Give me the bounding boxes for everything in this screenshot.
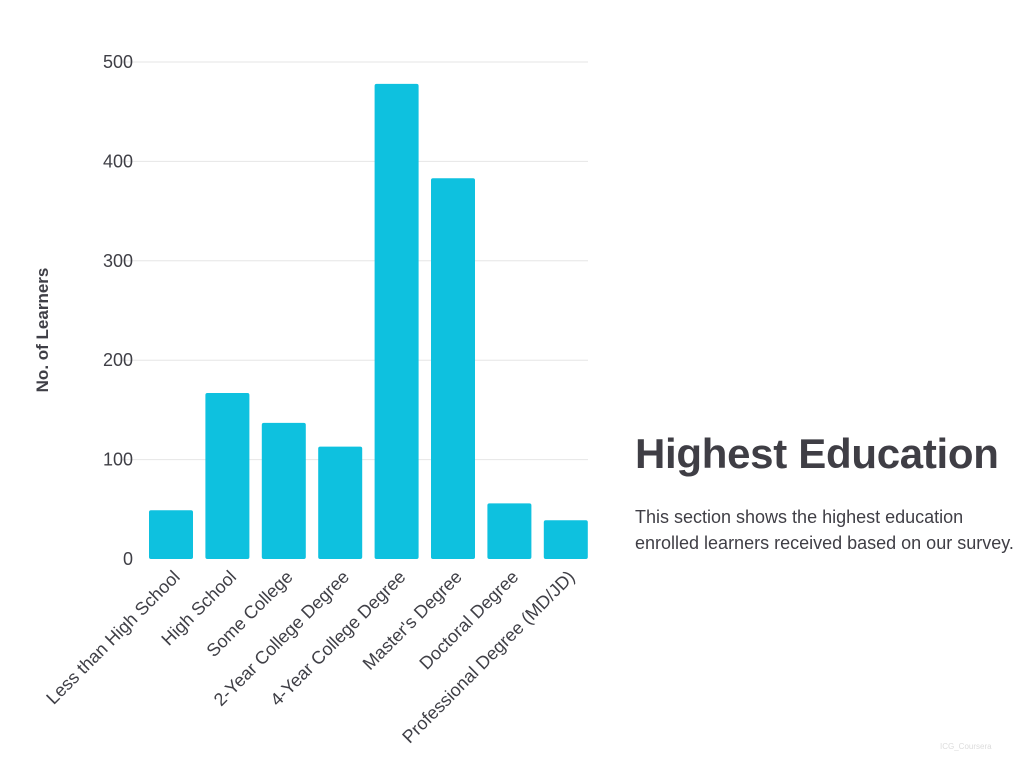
bar-chart: 0 100 200 300 400 500 Less than High SchoolHi… <box>33 52 588 747</box>
section-description: This section shows the highest education… <box>635 507 1014 553</box>
section-title: Highest Education <box>635 430 999 477</box>
y-tick-label: 400 <box>103 151 133 171</box>
y-tick-label: 0 <box>123 549 133 569</box>
bars <box>149 83 588 560</box>
bar-doctoral-degree <box>487 503 532 559</box>
gridlines <box>120 61 588 461</box>
y-axis-label: No. of Learners <box>33 268 52 393</box>
bar-master-s-degree <box>431 178 475 559</box>
y-tick-label: 500 <box>103 52 133 72</box>
y-tick-label: 100 <box>103 450 133 470</box>
x-category-label: Master's Degree <box>359 567 466 674</box>
bar-some-college <box>261 422 306 559</box>
bar-2-year-college-degree <box>318 446 363 559</box>
x-category-label: Doctoral Degree <box>415 567 522 674</box>
section-panel: Highest Education This section shows the… <box>635 428 1020 556</box>
y-axis-ticks: 0 100 200 300 400 500 <box>103 52 133 569</box>
bar-4-year-college-degree <box>374 83 419 560</box>
bar-less-than-high-school <box>149 510 193 559</box>
y-tick-label: 200 <box>103 350 133 370</box>
y-tick-label: 300 <box>103 251 133 271</box>
bar-high-school <box>205 393 250 559</box>
watermark: ICG_Coursera <box>940 742 992 751</box>
bar-professional-degree-md-jd <box>543 520 588 559</box>
